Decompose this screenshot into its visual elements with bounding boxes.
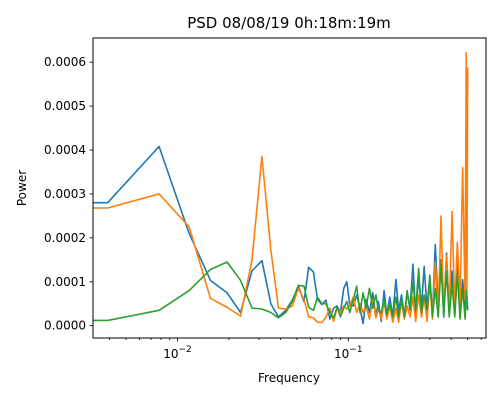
x-tick-label: 10−2 [163, 345, 192, 361]
y-tick-label: 0.0002 [44, 231, 86, 245]
y-tick-label: 0.0000 [44, 319, 86, 333]
y-axis: 0.0000 0.0001 0.0002 0.0003 0.0004 0.0005 0.00… [44, 55, 93, 333]
y-tick-label: 0.0006 [44, 55, 86, 69]
series-layer [93, 51, 469, 325]
y-tick-label: 0.0001 [44, 275, 86, 289]
x-axis-label: Frequency [258, 371, 320, 385]
x-tick-label: 10−1 [334, 345, 363, 361]
x-axis: 10−2 10−1 [109, 338, 482, 361]
y-tick-label: 0.0004 [44, 143, 86, 157]
y-tick-label: 0.0003 [44, 187, 86, 201]
chart-title: PSD 08/08/19 0h:18m:19m [187, 14, 391, 32]
plot-frame [92, 37, 487, 339]
y-tick-label: 0.0005 [44, 99, 86, 113]
y-axis-label: Power [15, 170, 29, 206]
series-line-3 [93, 261, 469, 322]
